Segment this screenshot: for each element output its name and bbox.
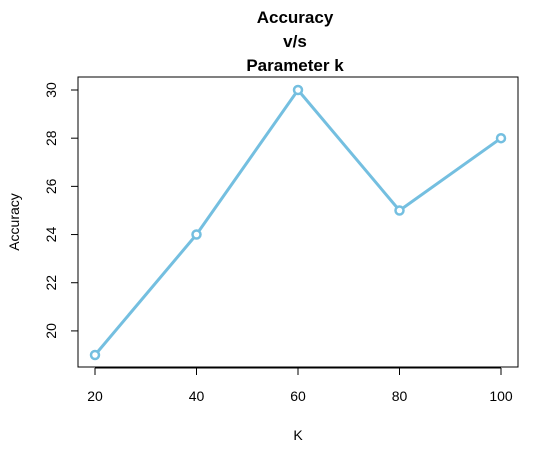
series-line bbox=[93, 88, 503, 357]
y-tick-label: 26 bbox=[43, 178, 59, 194]
data-point bbox=[292, 84, 304, 96]
x-tick-label: 100 bbox=[489, 388, 513, 404]
chart-title: Accuracy v/s Parameter k bbox=[246, 8, 344, 75]
y-tick-label: 28 bbox=[43, 130, 59, 146]
y-tick-label: 20 bbox=[43, 323, 59, 339]
chart-title-line-3: Parameter k bbox=[246, 56, 344, 75]
chart-title-line-2: v/s bbox=[283, 32, 307, 51]
y-tick-label: 24 bbox=[43, 227, 59, 243]
chart-title-line-1: Accuracy bbox=[257, 8, 334, 27]
y-axis: 20 22 24 26 28 30 bbox=[43, 82, 79, 339]
y-axis-label: Accuracy bbox=[6, 193, 22, 251]
y-tick-label: 30 bbox=[43, 82, 59, 98]
x-axis: 20 40 60 80 100 bbox=[87, 367, 513, 404]
data-point bbox=[495, 132, 507, 144]
x-axis-label: K bbox=[293, 427, 303, 443]
series-accuracy bbox=[89, 84, 507, 361]
data-point bbox=[191, 229, 202, 240]
x-tick-label: 60 bbox=[290, 388, 306, 404]
plot-frame bbox=[77, 76, 519, 368]
data-point bbox=[394, 205, 405, 216]
y-tick-label: 22 bbox=[43, 275, 59, 291]
data-point bbox=[89, 349, 101, 361]
x-tick-label: 80 bbox=[392, 388, 408, 404]
x-tick-label: 40 bbox=[189, 388, 205, 404]
x-tick-label: 20 bbox=[87, 388, 103, 404]
